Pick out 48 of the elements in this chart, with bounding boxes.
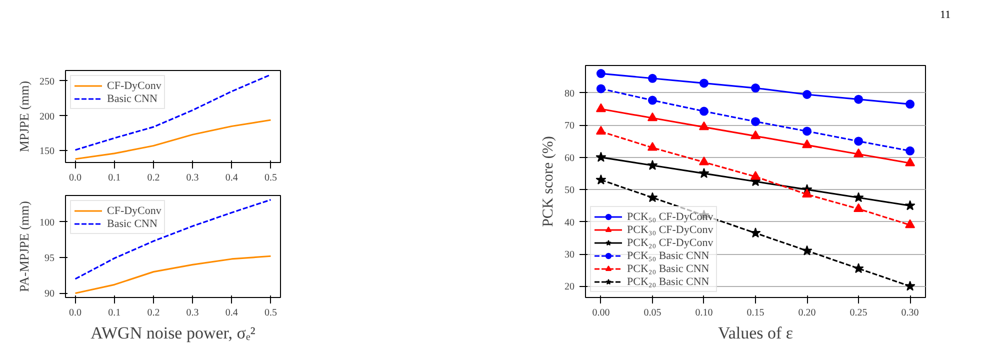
legend-label: Basic CNN [107,92,158,105]
x-tick-label: 0.5 [264,308,277,318]
y-tick-label: 20 [564,282,574,293]
x-axis-title: Values of ε [718,324,794,342]
legend-label: PCK₅₀ CF-DyConv [627,210,714,223]
x-tick-label: 0.0 [69,172,82,184]
text: 11 [940,8,951,23]
x-tick-label: 0.4 [225,308,238,318]
x-tick-label: 0.3 [186,308,199,318]
x-tick-label: 0.4 [225,172,238,184]
legend-label: Basic CNN [107,217,158,230]
y-tick-label: 250 [40,76,54,88]
legend-label: CF-DyConv [107,79,162,92]
legend-label: PCK₂₀ CF-DyConv [627,236,714,249]
x-tick-label: 0.30 [901,308,919,318]
y-tick-label: 50 [564,185,574,196]
legend-label: PCK₃₀ CF-DyConv [627,223,714,236]
legend-label: CF-DyConv [107,204,162,217]
x-axis-title: AWGN noise power, σₑ² [90,324,256,342]
y-axis-title: PA-MPJPE (mm) [16,201,32,292]
x-tick-label: 0.3 [186,172,199,184]
y-tick-label: 40 [564,217,574,228]
y-tick-label: 90 [44,288,54,300]
y-tick-label: 80 [564,88,574,100]
y-tick-label: 200 [40,111,54,122]
y-axis-title: PCK score (%) [540,136,556,227]
x-tick-label: 0.10 [695,308,713,318]
x-tick-label: 0.2 [147,172,160,184]
x-tick-label: 0.0 [69,308,82,318]
x-tick-label: 0.1 [108,172,121,184]
y-tick-label: 100 [40,217,54,228]
x-tick-label: 0.25 [850,308,868,318]
y-axis-title: MPJPE (mm) [16,80,32,152]
x-tick-label: 0.1 [108,308,121,318]
legend-label: PCK₂₀ Basic CNN [627,262,710,275]
y-tick-label: 95 [44,253,54,264]
y-tick-label: 30 [564,250,574,260]
legend-label: PCK₅₀ Basic CNN [627,249,710,262]
x-tick-label: 0.20 [798,308,816,318]
x-tick-label: 0.05 [644,308,662,318]
x-tick-label: 0.5 [264,172,277,184]
y-tick-label: 150 [40,146,54,158]
y-tick-label: 70 [564,120,574,132]
y-tick-label: 60 [564,152,574,164]
x-tick-label: 0.00 [592,308,610,318]
x-tick-label: 0.15 [746,308,764,318]
legend-label: PCK₂₀ Basic CNN [627,275,710,288]
x-tick-label: 0.2 [147,308,160,318]
